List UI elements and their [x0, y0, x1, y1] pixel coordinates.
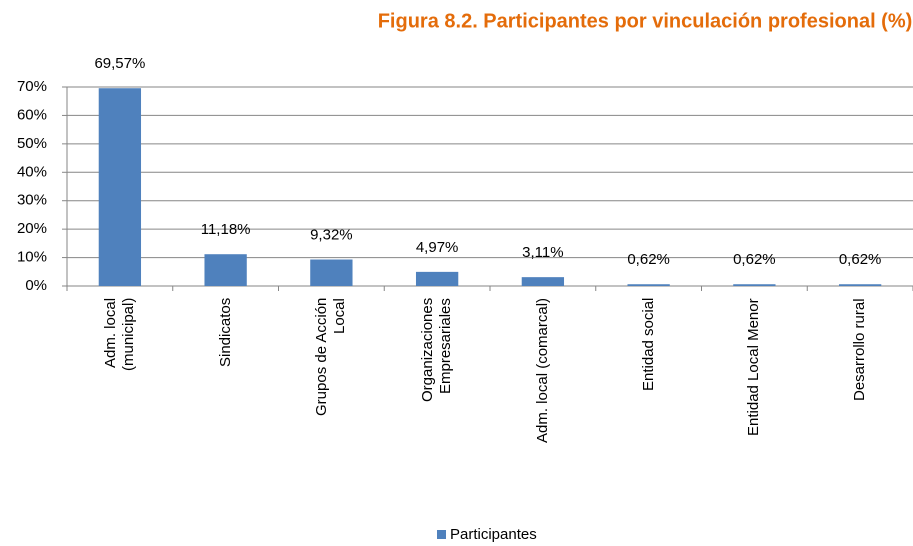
x-tick-label: Adm. local (municipal) [101, 298, 137, 372]
y-tick-label: 20% [17, 220, 47, 237]
data-label: 9,32% [310, 226, 353, 243]
y-tick-label: 50% [17, 135, 47, 152]
data-label: 0,62% [733, 251, 776, 268]
y-tick-label: 40% [17, 163, 47, 180]
y-tick-label: 0% [25, 277, 47, 294]
bar [627, 284, 670, 286]
x-tick-label: Adm. local (comarcal) [533, 298, 551, 444]
y-tick-label: 10% [17, 249, 47, 266]
y-tick-label: 60% [17, 106, 47, 123]
bar [204, 254, 247, 286]
data-label: 4,97% [416, 239, 459, 256]
bar [310, 259, 353, 286]
y-tick-label: 70% [17, 78, 47, 95]
x-tick-label: Desarrollo rural [851, 298, 869, 401]
bar [838, 284, 882, 286]
chart-title: Figura 8.2. Participantes por vinculació… [378, 10, 913, 32]
x-tick-label: Entidad social [639, 298, 657, 392]
legend-swatch [437, 530, 446, 539]
bar [733, 284, 776, 286]
x-tick-label: Sindicatos [216, 298, 234, 368]
bar [521, 277, 565, 286]
legend-label: Participantes [450, 526, 537, 543]
data-label: 0,62% [627, 251, 670, 268]
bar [98, 88, 142, 286]
data-label: 11,18% [201, 221, 251, 238]
data-label: 69,57% [94, 55, 145, 72]
bar [415, 271, 459, 286]
data-label: 3,11% [522, 244, 563, 261]
y-tick-label: 30% [17, 192, 47, 209]
x-tick-label: Entidad Local Menor [745, 298, 763, 436]
x-tick-label: Organizaciones Empresariales [419, 298, 455, 403]
data-label: 0,62% [839, 251, 882, 268]
x-tick-label: Grupos de Acción Local [313, 298, 349, 417]
